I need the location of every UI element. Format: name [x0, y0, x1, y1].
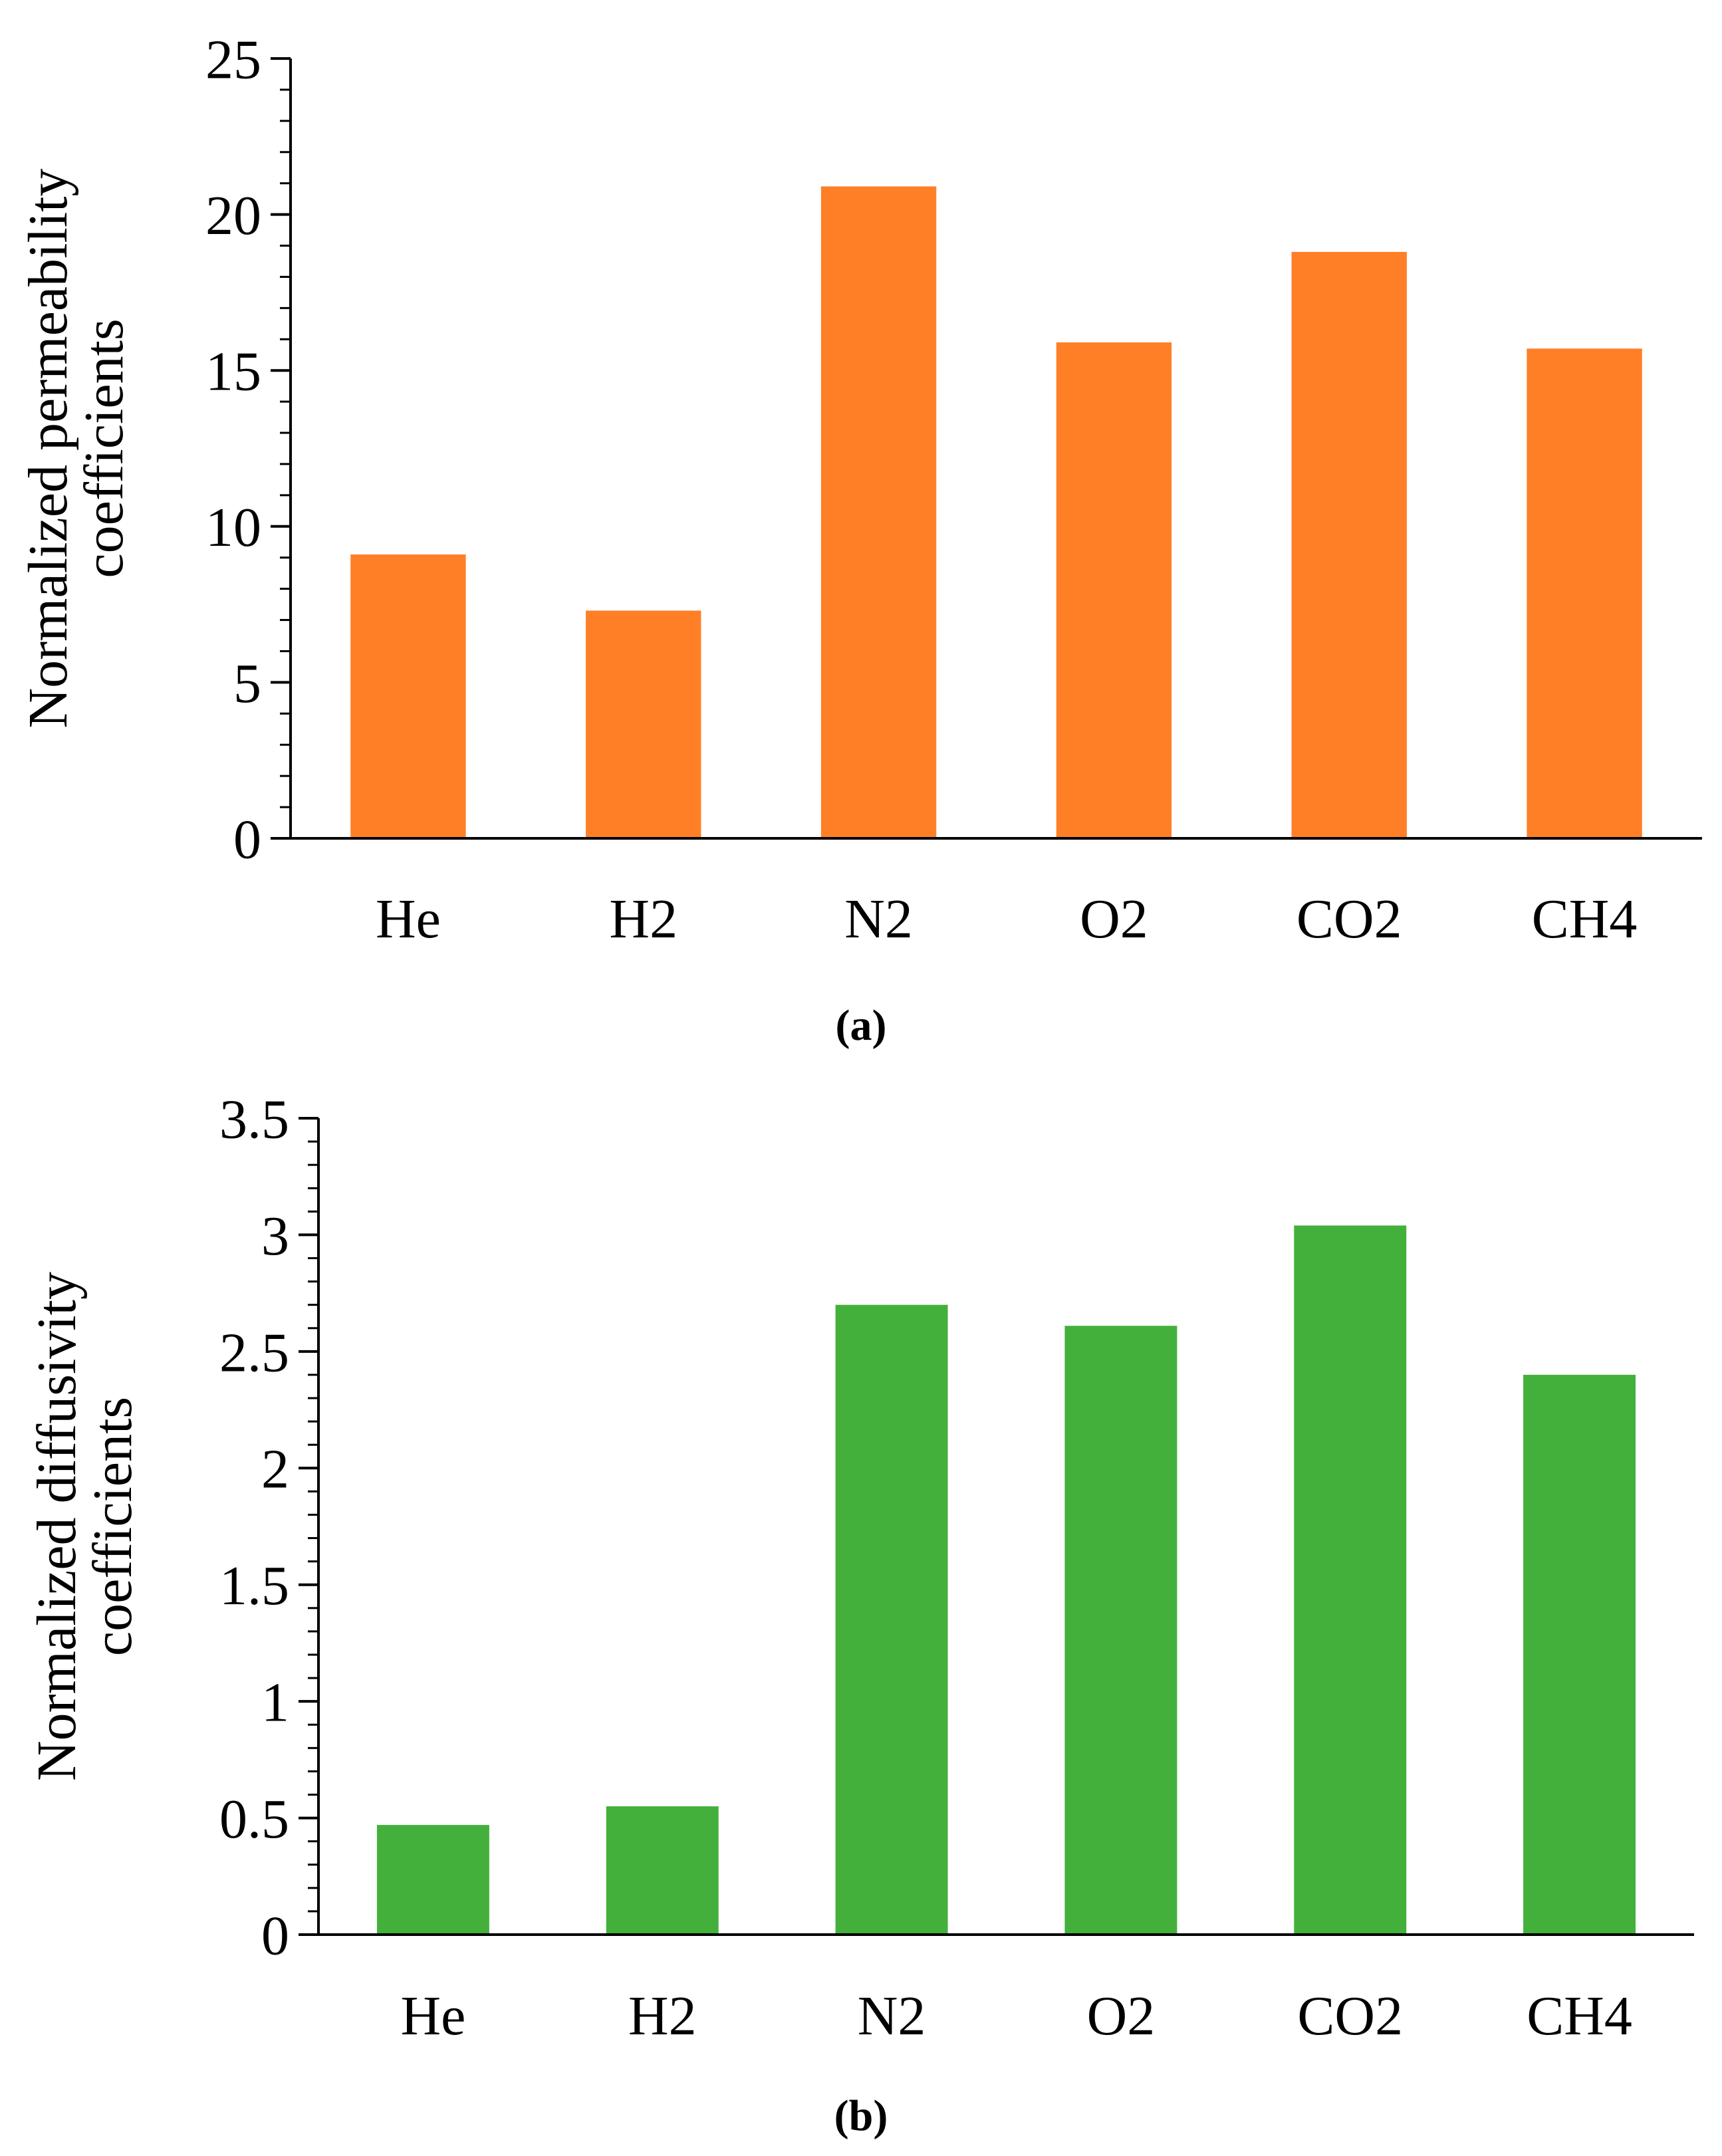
x-tick-label-co2: CO2: [1297, 1985, 1403, 2047]
bar-n2: [835, 1304, 948, 1935]
y-tick-label: 0: [261, 1905, 289, 1967]
y-tick-label: 25: [205, 29, 261, 90]
y-tick-label: 3.5: [219, 1088, 289, 1150]
y-axis-label-line-1: Normalized diffusivity: [26, 1272, 88, 1781]
y-tick-label: 10: [205, 497, 261, 558]
permeability-bar-chart: 0 5 10 15 20 25 He H2 N2 O2 CO2 CH4 Normalized perme…: [17, 29, 1702, 950]
y-tick-label: 20: [205, 185, 261, 247]
bar-ch4: [1523, 1374, 1636, 1935]
panel-a-caption: (a): [835, 1001, 887, 1050]
bar-co2: [1291, 251, 1407, 838]
x-tick-label-he: He: [376, 888, 441, 950]
y-axis-label-line-2: coefficients: [73, 318, 135, 578]
y-tick-label: 0.5: [219, 1788, 289, 1850]
y-tick-label: 2.5: [219, 1322, 289, 1383]
bar-o2: [1056, 342, 1172, 838]
y-tick-label: 5: [233, 653, 261, 715]
y-tick-label: 0: [233, 808, 261, 870]
y-axis-label-line-1: Normalized permeability: [17, 168, 79, 728]
bar-o2: [1064, 1326, 1177, 1935]
x-tick-label-ch4: CH4: [1532, 888, 1638, 950]
y-tick-label: 1: [261, 1672, 289, 1734]
x-tick-label-o2: O2: [1087, 1985, 1156, 2047]
bar-n2: [820, 186, 937, 838]
y-tick-label: 1.5: [219, 1555, 289, 1617]
bar-co2: [1294, 1225, 1407, 1935]
bar-h2: [586, 610, 701, 838]
diffusivity-chart-panel: 0 0.5 1 1.5 2 2.5 3 3.5 He H2 N2 O2 CO2 CH4 Normalized…: [0, 1077, 1722, 2156]
x-tick-label-n2: N2: [858, 1985, 926, 2047]
bar-he: [376, 1825, 489, 1935]
y-axis-label-line-2: coefficients: [82, 1397, 144, 1656]
bar-h2: [606, 1806, 719, 1935]
y-tick-label: 15: [205, 341, 261, 403]
diffusivity-bar-chart: 0 0.5 1 1.5 2 2.5 3 3.5 He H2 N2 O2 CO2 CH4 Normalized…: [26, 1088, 1694, 2047]
x-tick-label-h2: H2: [628, 1985, 697, 2047]
y-tick-label: 3: [261, 1205, 289, 1267]
bar-he: [350, 554, 466, 838]
x-tick-label-n2: N2: [844, 888, 913, 950]
x-tick-label-o2: O2: [1080, 888, 1148, 950]
x-tick-label-co2: CO2: [1296, 888, 1402, 950]
x-tick-label-he: He: [400, 1985, 465, 2047]
y-tick-label: 2: [261, 1439, 289, 1500]
permeability-chart-panel: 0 5 10 15 20 25 He H2 N2 O2 CO2 CH4 Normalized perme…: [0, 0, 1722, 1077]
x-tick-label-h2: H2: [609, 888, 677, 950]
x-tick-label-ch4: CH4: [1527, 1985, 1632, 2047]
bar-ch4: [1527, 348, 1642, 838]
panel-b-caption: (b): [834, 2092, 888, 2140]
